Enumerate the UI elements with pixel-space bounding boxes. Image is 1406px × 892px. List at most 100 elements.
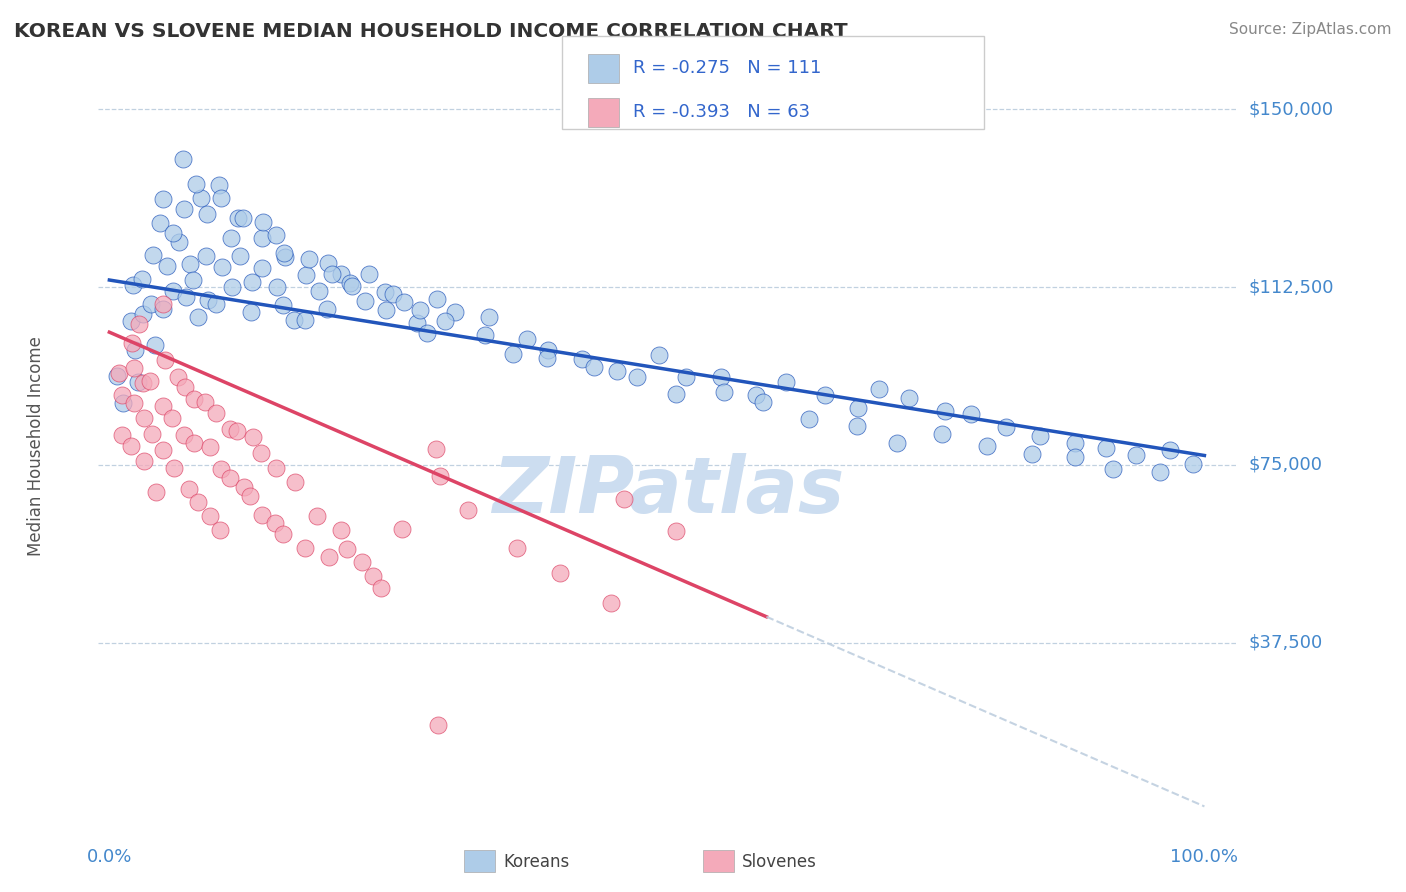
Point (173, 427, 195, 442)
Point (284, 475, 307, 490)
Point (174, 290, 197, 304)
Text: ZIPatlas: ZIPatlas (492, 453, 844, 529)
Point (931, 427, 953, 442)
Point (163, 461, 186, 475)
Point (124, 361, 146, 376)
Point (190, 191, 212, 205)
Text: Slovenes: Slovenes (742, 853, 817, 871)
Point (152, 443, 174, 458)
Point (845, 418, 868, 433)
Point (710, 370, 733, 384)
Point (266, 280, 288, 294)
Point (886, 436, 908, 450)
Point (160, 411, 183, 425)
Point (665, 524, 688, 539)
Point (229, 249, 252, 263)
Point (582, 360, 605, 375)
Text: Koreans: Koreans (503, 853, 569, 871)
Point (330, 267, 353, 281)
Point (187, 310, 209, 325)
Point (240, 275, 263, 289)
Point (606, 364, 628, 378)
Point (131, 307, 153, 321)
Point (194, 249, 217, 263)
Point (194, 394, 217, 409)
Point (271, 527, 294, 541)
Point (124, 396, 146, 410)
Point (121, 335, 143, 350)
Point (127, 375, 149, 389)
Point (626, 370, 648, 384)
Point (167, 235, 190, 249)
Point (994, 420, 1017, 434)
Point (321, 267, 343, 281)
Point (152, 297, 174, 311)
Point (391, 522, 413, 536)
Point (295, 268, 318, 282)
Point (120, 314, 142, 328)
Point (105, 369, 128, 384)
Point (204, 296, 226, 310)
Point (111, 395, 134, 409)
Point (1159, 442, 1181, 457)
Point (209, 191, 232, 205)
Point (211, 260, 233, 275)
Point (219, 471, 242, 485)
Text: $150,000: $150,000 (1249, 100, 1333, 119)
Point (751, 394, 773, 409)
Point (132, 410, 155, 425)
Point (536, 351, 558, 366)
Point (167, 370, 190, 384)
Point (339, 277, 361, 291)
Point (197, 207, 219, 221)
Point (162, 227, 184, 241)
Point (239, 489, 262, 503)
Point (186, 178, 208, 192)
Point (336, 542, 359, 557)
Point (141, 427, 163, 442)
Point (868, 382, 890, 396)
Point (143, 338, 166, 352)
Point (1101, 462, 1123, 476)
Point (250, 446, 273, 460)
Text: Source: ZipAtlas.com: Source: ZipAtlas.com (1229, 22, 1392, 37)
Point (308, 284, 330, 298)
Point (273, 246, 295, 260)
Point (221, 280, 243, 294)
Point (1094, 441, 1116, 455)
Point (183, 435, 205, 450)
Point (316, 256, 339, 270)
Point (316, 301, 339, 316)
Point (1125, 448, 1147, 462)
Point (298, 252, 321, 266)
Point (846, 401, 869, 415)
Point (177, 483, 200, 497)
Point (271, 298, 294, 312)
Point (218, 422, 240, 436)
Point (1021, 446, 1043, 460)
Point (429, 469, 451, 483)
Point (675, 369, 697, 384)
Point (370, 581, 392, 595)
Point (478, 310, 501, 325)
Point (536, 343, 558, 357)
Point (132, 454, 155, 468)
Point (226, 425, 249, 439)
Point (426, 292, 449, 306)
Point (294, 541, 316, 556)
Point (226, 211, 249, 226)
Point (152, 302, 174, 317)
Point (274, 250, 297, 264)
Text: R = -0.393   N = 63: R = -0.393 N = 63 (633, 103, 810, 121)
Point (444, 304, 467, 318)
Text: 0.0%: 0.0% (87, 848, 132, 866)
Point (264, 516, 287, 531)
Point (205, 406, 228, 420)
Point (318, 550, 340, 565)
Point (713, 384, 735, 399)
Point (266, 460, 288, 475)
Point (232, 480, 254, 494)
Point (474, 328, 496, 343)
Text: Median Household Income: Median Household Income (27, 336, 45, 556)
Text: $112,500: $112,500 (1249, 278, 1334, 296)
